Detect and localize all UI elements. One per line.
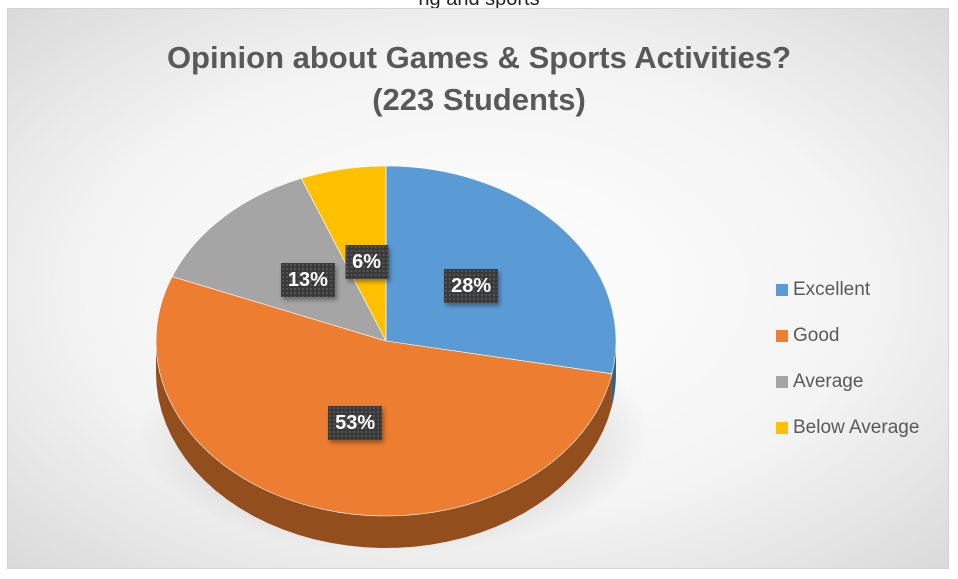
data-label-good: 53% [328,406,383,441]
legend-label: Excellent [793,279,871,300]
pie-chart [139,165,649,554]
pie-sides [156,341,616,548]
legend-label: Good [793,325,840,346]
legend-swatch [776,284,788,296]
chart-area: Opinion about Games & Sports Activities?… [7,8,949,569]
legend: Excellent Good Average Below Average [776,267,948,451]
chart-title-line: Opinion about Games & Sports Activities? [166,40,792,75]
data-label-average: 13% [280,263,335,298]
chart-subtitle-line: (223 Students) [372,82,586,117]
pie-slice-below-average [300,165,387,342]
legend-item-below-average: Below Average [776,405,948,451]
legend-label: Average [793,371,864,392]
pie-slice-average [171,177,387,342]
pie-slice-excellent [385,165,617,375]
legend-swatch [776,330,788,342]
chart-title: Opinion about Games & Sports Activities?… [8,37,948,121]
legend-item-excellent: Excellent [776,267,948,313]
data-label-excellent: 28% [444,269,499,304]
pie-side-excellent [611,341,616,406]
legend-label: Below Average [793,417,920,438]
legend-swatch [776,422,788,434]
legend-item-average: Average [776,359,948,405]
data-label-below-average: 6% [345,245,389,280]
legend-swatch [776,376,788,388]
legend-item-good: Good [776,313,948,359]
pie-side-good [156,341,612,548]
pie-tops [155,165,617,517]
pie-slice-good [155,276,613,517]
top-caption: ng and sports [0,0,958,9]
